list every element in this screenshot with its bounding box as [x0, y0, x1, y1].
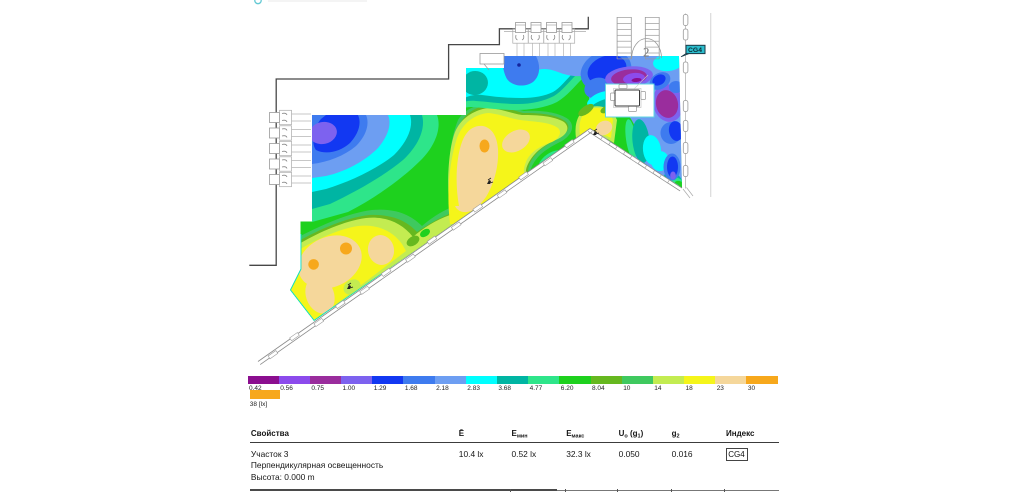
- svg-text:CG4: CG4: [688, 47, 702, 54]
- svg-text:2: 2: [643, 45, 650, 60]
